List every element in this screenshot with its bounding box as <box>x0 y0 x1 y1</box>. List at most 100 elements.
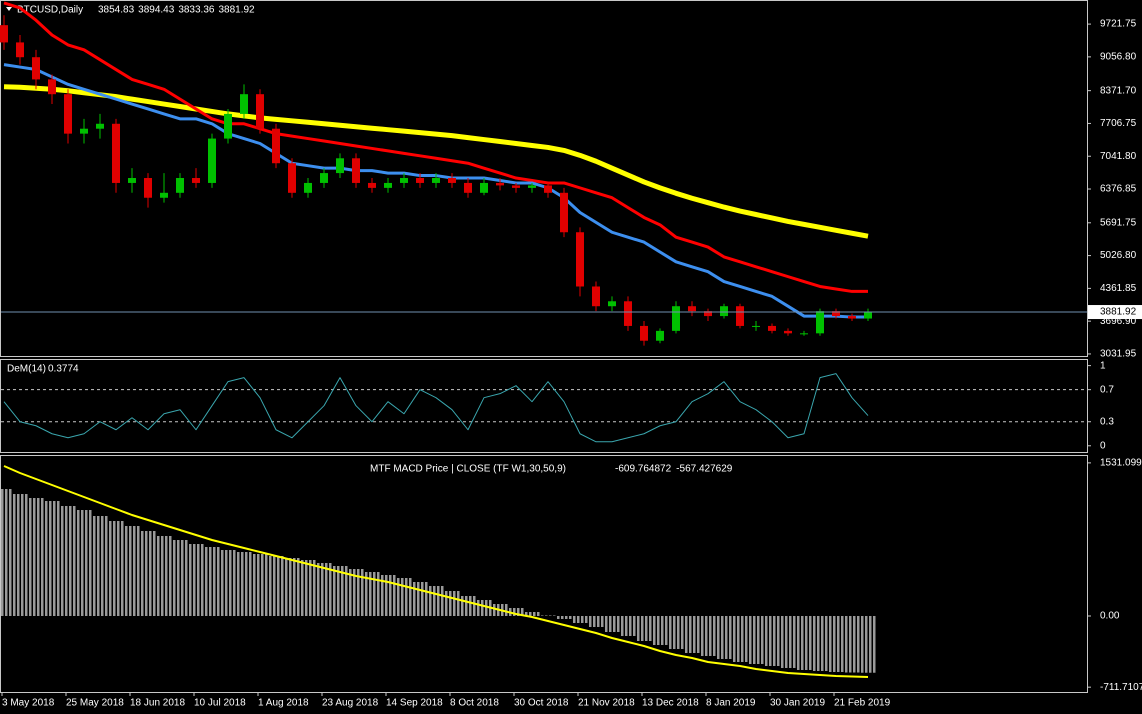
histogram-bar <box>429 586 432 616</box>
candle-body <box>608 301 616 307</box>
histogram-bar <box>17 494 20 616</box>
histogram-bar <box>361 569 364 616</box>
histogram-bar <box>133 526 136 616</box>
candle-body <box>752 325 760 327</box>
histogram-bar <box>525 612 528 616</box>
y-tick-label: 7041.80 <box>1100 151 1137 162</box>
histogram-bar <box>377 572 380 616</box>
histogram-bar <box>817 616 820 671</box>
histogram-bar <box>337 566 340 616</box>
histogram-bar <box>617 616 620 632</box>
candle-body <box>16 42 24 58</box>
histogram-bar <box>421 582 424 616</box>
candle-body <box>544 185 552 193</box>
histogram-bar <box>1 489 4 616</box>
histogram-bar <box>309 560 312 616</box>
histogram-bar <box>41 498 44 616</box>
histogram-bar <box>761 616 764 664</box>
histogram-bar <box>185 540 188 616</box>
histogram-bar <box>685 616 688 653</box>
candle-body <box>112 123 120 183</box>
histogram-bar <box>329 563 332 616</box>
histogram-bar <box>853 616 856 673</box>
histogram-bar <box>253 554 256 616</box>
histogram-bar <box>369 572 372 616</box>
y-tick-label: 1 <box>1100 360 1106 371</box>
histogram-bar <box>505 604 508 616</box>
x-tick-label: 8 Oct 2018 <box>450 698 499 709</box>
histogram-bar <box>557 616 560 619</box>
histogram-bar <box>857 616 860 673</box>
candle-body <box>352 158 360 183</box>
candle-body <box>304 182 312 193</box>
histogram-bar <box>477 600 480 616</box>
histogram-bar <box>145 531 148 616</box>
macd-panel <box>0 455 1088 693</box>
menu-arrow[interactable] <box>6 7 12 11</box>
candle-body <box>512 185 520 188</box>
candle-body <box>256 94 264 129</box>
histogram-bar <box>437 586 440 616</box>
histogram-bar <box>189 544 192 616</box>
candle-body <box>320 173 328 183</box>
histogram-bar <box>849 616 852 673</box>
y-tick-label: 0.00 <box>1100 611 1120 622</box>
macd-title: MTF MACD Price | CLOSE (TF W1,30,50,9) <box>370 464 566 475</box>
histogram-bar <box>121 521 124 616</box>
histogram-bar <box>281 556 284 616</box>
histogram-bar <box>165 536 168 616</box>
histogram-bar <box>365 572 368 616</box>
histogram-bar <box>45 501 48 616</box>
histogram-bar <box>869 616 872 673</box>
price-label-box <box>1088 305 1142 320</box>
histogram-bar <box>305 560 308 616</box>
candle-body <box>0 25 8 43</box>
candle-body <box>688 306 696 312</box>
y-tick-label: 0 <box>1100 440 1106 451</box>
histogram-bar <box>389 575 392 616</box>
candle-body <box>80 128 88 134</box>
histogram-bar <box>349 569 352 616</box>
histogram-bar <box>613 616 616 632</box>
histogram-bar <box>609 616 612 632</box>
histogram-bar <box>445 591 448 616</box>
histogram-bar <box>313 560 316 616</box>
histogram-bar <box>825 616 828 671</box>
histogram-bar <box>353 569 356 616</box>
y-tick-label: 9056.80 <box>1100 52 1137 63</box>
histogram-bar <box>257 554 260 616</box>
histogram-bar <box>841 616 844 672</box>
candle-body <box>528 185 536 188</box>
histogram-bar <box>713 616 716 656</box>
histogram-bar <box>409 578 412 616</box>
candle-body <box>240 94 248 114</box>
histogram-bar <box>237 552 240 616</box>
histogram-bar <box>753 616 756 664</box>
histogram-bar <box>449 591 452 616</box>
candle-body <box>864 312 872 319</box>
candle-body <box>96 123 104 129</box>
header-value: 3833.36 <box>178 5 215 16</box>
histogram-bar <box>781 616 784 668</box>
histogram-bar <box>721 616 724 659</box>
histogram-bar <box>793 616 796 668</box>
histogram-bar <box>201 544 204 616</box>
histogram-bar <box>13 494 16 616</box>
x-tick-label: 30 Jan 2019 <box>770 698 825 709</box>
histogram-bar <box>149 531 152 616</box>
histogram-bar <box>521 608 524 616</box>
histogram-bar <box>117 521 120 616</box>
histogram-bar <box>245 552 248 616</box>
histogram-bar <box>573 616 576 623</box>
histogram-bar <box>65 506 68 616</box>
histogram-bar <box>797 616 800 670</box>
histogram-bar <box>773 616 776 666</box>
histogram-bar <box>809 616 812 670</box>
histogram-bar <box>665 616 668 645</box>
histogram-bar <box>633 616 636 636</box>
y-tick-label: 1531.0993 <box>1100 458 1142 469</box>
histogram-bar <box>565 616 568 619</box>
y-tick-label: -711.7107 <box>1100 682 1142 693</box>
histogram-bar <box>173 540 176 616</box>
y-tick-label: 5026.80 <box>1100 250 1137 261</box>
